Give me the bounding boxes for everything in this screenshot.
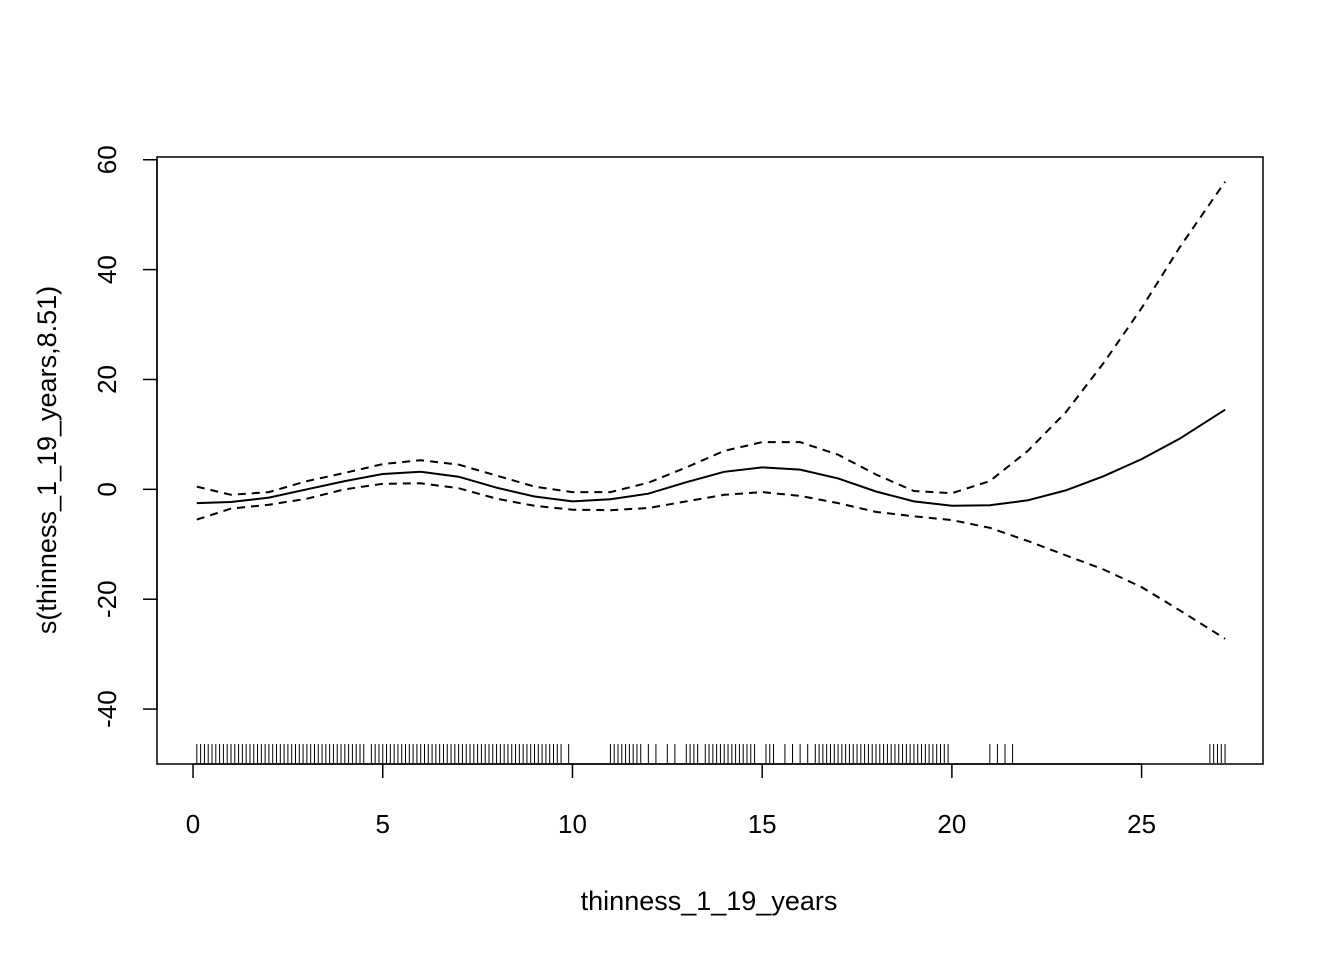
rug-marks — [196, 744, 1226, 763]
x-tick-label: 15 — [748, 809, 777, 839]
y-axis: -40 -20 0 20 40 60 — [92, 145, 158, 728]
y-tick-label: 60 — [92, 145, 122, 174]
y-axis-title: s(thinness_1_19_years,8.51) — [32, 286, 62, 634]
y-tick-label: 20 — [92, 365, 122, 394]
lower-confidence-line — [196, 482, 1226, 640]
x-tick-label: 10 — [558, 809, 587, 839]
x-tick-label: 5 — [376, 809, 390, 839]
y-tick-label: 0 — [92, 482, 122, 496]
series-lines — [196, 181, 1226, 640]
plot-frame — [156, 156, 1264, 765]
upper-confidence-line — [196, 181, 1226, 496]
y-tick-label: -20 — [92, 580, 122, 618]
y-tick-label: -40 — [92, 690, 122, 728]
y-tick-label: 40 — [92, 255, 122, 284]
x-tick-label: 0 — [186, 809, 200, 839]
smooth-fit-line — [196, 408, 1226, 507]
x-tick-label: 20 — [937, 809, 966, 839]
x-axis: 0 5 10 15 20 25 — [186, 763, 1156, 839]
x-axis-title: thinness_1_19_years — [581, 886, 838, 916]
x-tick-label: 25 — [1127, 809, 1156, 839]
